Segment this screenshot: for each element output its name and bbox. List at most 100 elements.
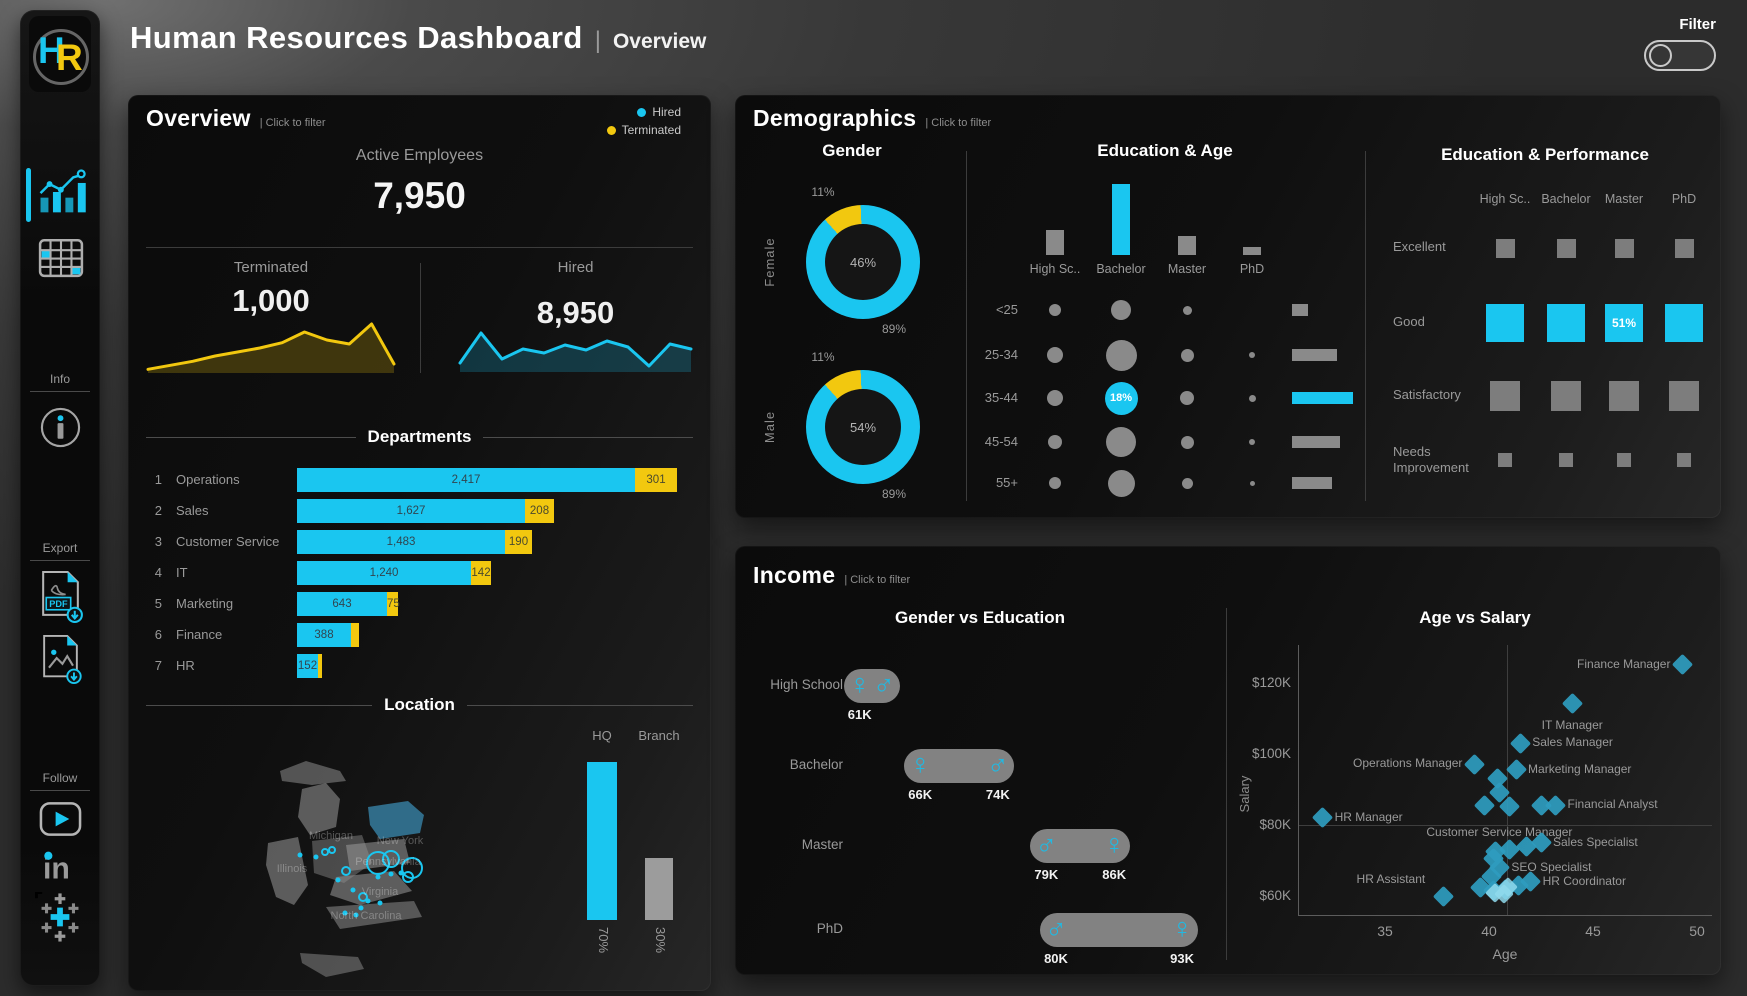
income-pill[interactable] xyxy=(843,669,900,703)
linkedin-link[interactable]: in xyxy=(42,848,81,884)
income-pill[interactable] xyxy=(1030,829,1131,863)
y-tick-label: $60K xyxy=(1259,888,1291,904)
performance-cell[interactable] xyxy=(1665,304,1703,342)
department-bar-hired[interactable]: 1,483 xyxy=(297,530,505,554)
age-total-bar[interactable] xyxy=(1292,304,1308,316)
income-header[interactable]: Income | Click to filter xyxy=(753,562,910,589)
department-bar-hired[interactable]: 1,627 xyxy=(297,499,525,523)
department-bar-hired[interactable]: 388 xyxy=(297,623,351,647)
gender-donut-male[interactable]: 54% xyxy=(806,370,920,484)
age-education-bubble[interactable]: 18% xyxy=(1104,381,1138,415)
age-education-bubble[interactable] xyxy=(1180,435,1194,449)
age-education-bubble[interactable] xyxy=(1249,439,1255,445)
age-total-bar[interactable] xyxy=(1292,477,1332,489)
department-bar-hired[interactable]: 1,240 xyxy=(297,561,471,585)
department-bar-terminated[interactable]: 75 xyxy=(387,592,400,616)
age-education-bubble[interactable] xyxy=(1182,305,1192,315)
age-education-bubble[interactable] xyxy=(1249,480,1255,486)
age-education-bubble[interactable] xyxy=(1047,347,1063,363)
department-bar-terminated[interactable] xyxy=(318,654,322,678)
age-row-label: 45-54 xyxy=(984,434,1018,449)
department-bar-hired[interactable]: 643 xyxy=(297,592,387,616)
age-total-bar[interactable] xyxy=(1292,392,1353,404)
age-education-bubble[interactable] xyxy=(1106,427,1136,457)
age-education-bubble[interactable] xyxy=(1249,352,1255,358)
department-bar-terminated[interactable]: 208 xyxy=(525,499,554,523)
age-education-bubble[interactable] xyxy=(1180,348,1194,362)
age-education-bubble[interactable] xyxy=(1047,390,1063,406)
performance-cell[interactable]: 51% xyxy=(1605,304,1643,342)
performance-cell[interactable] xyxy=(1495,238,1515,258)
department-bar-terminated[interactable]: 142 xyxy=(471,561,491,585)
demographics-header[interactable]: Demographics | Click to filter xyxy=(753,105,991,132)
scatter-point[interactable] xyxy=(1505,759,1527,781)
performance-cell[interactable] xyxy=(1674,238,1694,258)
income-pill[interactable] xyxy=(1040,913,1199,947)
location-bar-branch[interactable] xyxy=(645,858,673,920)
performance-cell[interactable] xyxy=(1609,381,1639,411)
education-column-bar[interactable] xyxy=(1178,236,1196,255)
tableau-link[interactable] xyxy=(35,892,85,942)
age-total-bar[interactable] xyxy=(1292,436,1340,448)
analytics-nav-icon[interactable] xyxy=(36,168,88,218)
department-bar-terminated[interactable]: 301 xyxy=(635,468,677,492)
education-column-bar[interactable] xyxy=(1243,247,1261,255)
department-row: 2 Sales 1,627 208 xyxy=(128,498,693,524)
department-bar-terminated[interactable] xyxy=(351,623,359,647)
scatter-point[interactable] xyxy=(1544,794,1567,817)
age-education-bubble[interactable] xyxy=(1048,435,1062,449)
legend-item-hired[interactable]: Hired xyxy=(637,105,681,119)
scatter-point[interactable] xyxy=(1474,794,1496,817)
performance-cell[interactable] xyxy=(1669,381,1699,411)
youtube-link[interactable] xyxy=(39,801,82,837)
age-education-bubble[interactable] xyxy=(1180,391,1194,405)
scatter-point[interactable] xyxy=(1509,732,1531,754)
location-bar-hq[interactable] xyxy=(587,762,617,920)
export-image-button[interactable] xyxy=(37,634,84,684)
performance-cell[interactable] xyxy=(1559,453,1573,467)
performance-cell[interactable] xyxy=(1490,381,1520,411)
age-total-bar[interactable] xyxy=(1292,349,1337,361)
performance-cell[interactable] xyxy=(1547,304,1585,342)
performance-cell[interactable] xyxy=(1677,453,1691,467)
performance-cell[interactable] xyxy=(1498,453,1512,467)
age-education-bubble[interactable] xyxy=(1107,469,1135,497)
performance-cell[interactable] xyxy=(1486,304,1524,342)
location-bar-pct: 70% xyxy=(596,927,611,954)
terminated-trend-chart[interactable] xyxy=(146,319,396,374)
age-education-bubble[interactable] xyxy=(1181,477,1193,489)
departments-title: Departments xyxy=(367,427,472,446)
gender-donut-female[interactable]: 46% xyxy=(806,205,920,319)
gender-title: Gender xyxy=(822,141,882,160)
performance-cell[interactable] xyxy=(1617,453,1631,467)
performance-cell[interactable] xyxy=(1551,381,1581,411)
y-tick-label: $80K xyxy=(1259,817,1291,832)
department-bar-hired[interactable]: 2,417 xyxy=(297,468,635,492)
performance-cell[interactable] xyxy=(1614,238,1634,258)
department-bar-hired[interactable]: 152 xyxy=(297,654,318,678)
us-map[interactable]: Michigan New York Illinois Pennsylvania Virg… xyxy=(228,725,518,985)
table-nav-icon[interactable] xyxy=(38,236,84,280)
age-education-bubble[interactable] xyxy=(1049,477,1061,489)
income-value-label: 74K xyxy=(985,787,1010,802)
education-column-bar[interactable] xyxy=(1046,230,1064,255)
scatter-point[interactable] xyxy=(1432,885,1454,907)
info-button[interactable] xyxy=(39,406,82,449)
legend-item-terminated[interactable]: Terminated xyxy=(606,123,681,137)
scatter-point[interactable] xyxy=(1463,753,1486,776)
age-education-bubble[interactable] xyxy=(1248,394,1256,402)
hired-trend-chart[interactable] xyxy=(458,328,693,373)
education-column-bar[interactable] xyxy=(1112,184,1130,255)
divider xyxy=(30,391,90,392)
performance-cell[interactable] xyxy=(1556,238,1576,258)
income-pill[interactable] xyxy=(904,749,1014,783)
filter-toggle[interactable] xyxy=(1644,40,1716,71)
export-pdf-button[interactable]: PDF xyxy=(37,570,84,623)
age-education-bubble[interactable] xyxy=(1049,304,1061,316)
scatter-point[interactable] xyxy=(1561,693,1583,715)
scatter-point[interactable] xyxy=(1671,654,1694,676)
department-bar-terminated[interactable]: 190 xyxy=(505,530,532,554)
age-education-bubble[interactable] xyxy=(1105,339,1137,371)
age-education-bubble[interactable] xyxy=(1111,300,1131,320)
overview-header[interactable]: Overview | Click to filter xyxy=(146,105,326,132)
